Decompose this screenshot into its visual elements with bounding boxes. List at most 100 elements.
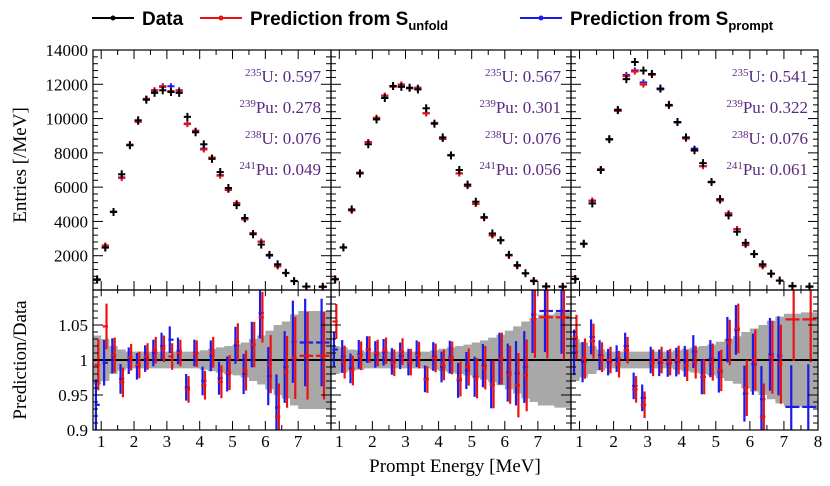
fraction-235U: 235U: 0.567 [485,67,562,86]
ratio-unfold-point [522,339,529,412]
ratio-unfold-point [734,303,740,354]
ratio-unfold-point [143,343,149,370]
y-tick-label-top: 8000 [54,144,88,163]
x-tick-label: 2 [130,432,139,451]
top-data-point [422,104,430,113]
top-data-point [741,238,750,247]
y-tick-label-top: 2000 [54,247,88,266]
ratio-unfold-point [539,290,553,359]
x-tick-label: 2 [609,432,618,451]
ratio-unfold-point [742,360,749,416]
top-data-point [364,140,372,149]
ratio-prompt-point [785,365,800,430]
y-tick-label-top: 12000 [46,75,89,94]
top-data-point [109,208,118,216]
ratio-unfold-point [440,349,446,381]
ratio-unfold-point [176,339,182,367]
ratio-unfold-point [456,361,462,397]
ratio-unfold-point [785,290,800,362]
top-data-point [597,166,605,174]
legend-label-unfold: Prediction from Sunfold [250,9,448,33]
x-tick-label: 2 [368,432,377,451]
ratio-unfold-point [657,346,664,374]
x-tick-label: 1 [335,432,344,451]
x-tick-label: 5 [467,432,476,451]
fraction-239Pu: 239Pu: 0.301 [479,98,561,117]
legend: Data Prediction from Sunfold Prediction fr… [92,9,774,33]
top-data-point [750,250,758,258]
fraction-241Pu: 241Pu: 0.061 [726,160,808,179]
y-tick-label-top: 14000 [46,41,89,60]
x-tick-label: 1 [575,432,584,451]
x-tick-label: 7 [534,432,543,451]
top-data-point [605,135,614,144]
ratio-unfold-point [700,359,706,395]
ratio-unfold-point [102,303,108,350]
top-data-point [249,230,257,239]
ratio-unfold-point [581,338,587,379]
top-unfold-point [631,68,639,75]
y-tick-label-top: 4000 [54,212,88,231]
panel-1: 1 2 3 4 5 6 7 235U: 0.597 239Pu: 0.278 238U: 0.07… [92,49,332,451]
ratio-unfold-point [431,343,438,373]
x-tick-label: 5 [228,432,237,451]
ratio-unfold-point [623,336,630,364]
y-tick-label-bottom: 1.05 [58,316,88,335]
ratio-unfold-point [640,391,647,419]
x-tick-label: 5 [712,432,721,451]
top-data-point [290,277,298,286]
top-data-point [282,268,290,277]
ratio-unfold-point [242,350,248,391]
ratio-unfold-point [291,316,297,400]
ratio-prompt-point [539,290,553,353]
x-tick-label: 6 [501,432,510,451]
top-data-point [648,70,656,78]
ratio-unfold-point [398,338,404,365]
ratio-unfold-point [802,290,817,363]
ratio-unfold-point [192,340,199,367]
ratio-unfold-point [316,312,330,400]
top-data-point [682,133,690,142]
ratio-unfold-point [464,348,471,386]
ratio-unfold-point [666,348,672,376]
ratio-unfold-point [217,365,223,399]
ratio-unfold-point [250,321,256,368]
top-data-point [439,133,447,142]
top-data-point [707,178,716,186]
fraction-238U: 238U: 0.076 [485,129,561,148]
ratio-unfold-point [110,337,117,373]
ratio-unfold-point [234,323,240,361]
x-tick-label: 4 [434,432,443,451]
legend-entry-prompt: Prediction from Sprompt [520,9,774,33]
ratio-unfold-point [506,345,512,404]
top-data-point [472,197,480,206]
fraction-239Pu: 239Pu: 0.322 [726,98,808,117]
ratio-unfold-point [481,346,487,390]
ratio-unfold-point [151,336,158,364]
ratio-unfold-point [365,336,371,363]
top-data-point [381,94,389,102]
top-data-point [126,141,134,150]
legend-marker-prompt [538,15,544,21]
ratio-unfold-point [531,290,537,358]
top-data-point [716,195,724,204]
ratio-unfold-point [776,324,783,404]
ratio-prompt-point [316,298,330,387]
ratio-unfold-point [184,376,190,403]
x-tick-label: 3 [163,432,172,451]
fraction-235U: 235U: 0.541 [732,67,808,86]
ratio-unfold-point [373,339,380,367]
ratio-prompt-point [102,340,108,386]
top-data-point [530,277,538,286]
top-data-point [673,118,682,126]
ratio-unfold-point [674,345,681,375]
y-axis-title-top: Entries [/MeV] [10,107,31,223]
ratio-unfold-point [127,343,133,371]
ratio-unfold-point [283,336,289,408]
y-tick-label-bottom: 1 [80,351,89,370]
ratio-prompt-point [299,298,314,387]
top-data-point [758,260,767,269]
ratio-unfold-point [119,367,125,398]
ratio-unfold-point [299,312,314,400]
